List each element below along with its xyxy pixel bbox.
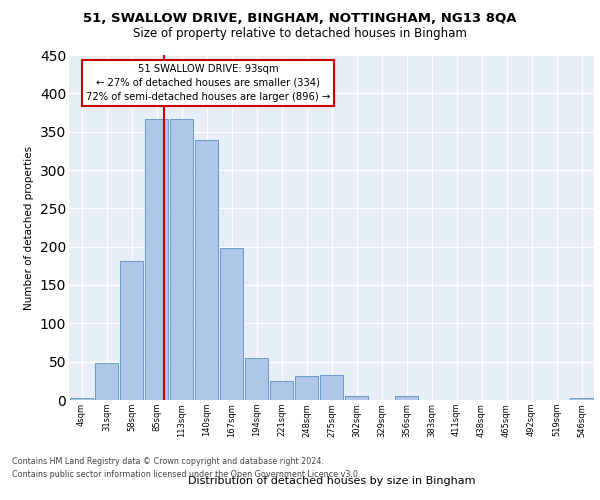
Bar (569, 398, 593, 400)
Bar (95, 363, 118, 400)
Bar (269, 381, 293, 400)
Text: Contains public sector information licensed under the Open Government Licence v3: Contains public sector information licen… (12, 470, 361, 479)
Text: 51 SWALLOW DRIVE: 93sqm
← 27% of detached houses are smaller (334)
72% of semi-d: 51 SWALLOW DRIVE: 93sqm ← 27% of detache… (86, 64, 330, 102)
Bar (119, 261, 143, 400)
Bar (170, 120, 193, 400)
Bar (245, 358, 268, 400)
X-axis label: Distribution of detached houses by size in Bingham: Distribution of detached houses by size … (188, 476, 475, 486)
Bar (220, 248, 244, 400)
Bar (145, 118, 169, 400)
Bar (395, 396, 418, 400)
Text: Contains HM Land Registry data © Crown copyright and database right 2024.: Contains HM Land Registry data © Crown c… (12, 458, 324, 466)
Y-axis label: Number of detached properties: Number of detached properties (24, 146, 34, 310)
Bar (295, 376, 319, 400)
Text: 51, SWALLOW DRIVE, BINGHAM, NOTTINGHAM, NG13 8QA: 51, SWALLOW DRIVE, BINGHAM, NOTTINGHAM, … (83, 12, 517, 26)
Bar (70, 398, 94, 400)
Bar (344, 396, 368, 400)
Bar (194, 140, 218, 400)
Text: Size of property relative to detached houses in Bingham: Size of property relative to detached ho… (133, 28, 467, 40)
Bar (320, 376, 343, 400)
